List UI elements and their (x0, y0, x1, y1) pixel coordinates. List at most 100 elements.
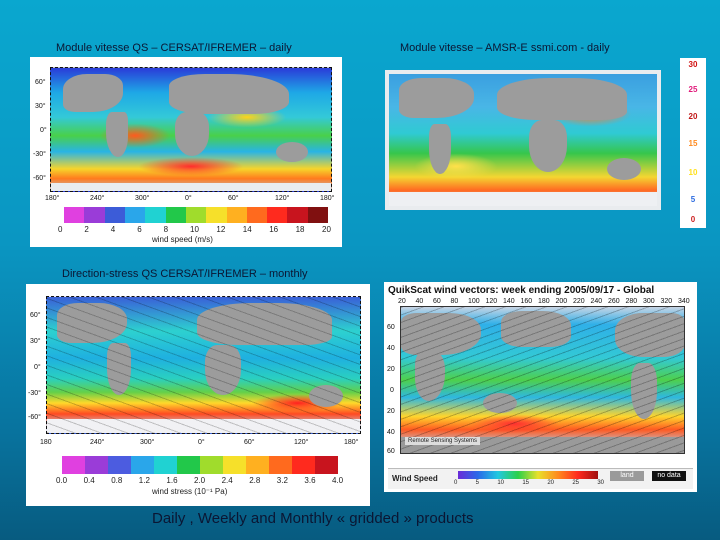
qs-colorbar-swatch (206, 207, 227, 223)
weekly-lon-tick: 160 (520, 298, 533, 305)
qs-colorbar-tick: 10 (190, 225, 199, 234)
wind-vectors (401, 307, 684, 453)
stress-colorbar-swatch (315, 456, 338, 474)
stress-colorbar-swatch (108, 456, 131, 474)
stress-lon-tick: 120° (294, 439, 309, 446)
amsr-speed-scale: 30 25 20 15 10 5 0 (680, 58, 706, 228)
weekly-lat-tick: 40 (387, 345, 395, 352)
qs-colorbar-tick: 0 (58, 225, 63, 234)
qs-colorbar-swatch (226, 207, 247, 223)
qs-lon-tick: 180° (320, 195, 335, 202)
caption-qs-daily: Module vitesse QS – CERSAT/IFREMER – dai… (56, 42, 292, 54)
weekly-lat-tick: 0 (390, 387, 394, 394)
weekly-lon-tick: 240 (590, 298, 603, 305)
amsr-scale-value: 20 (688, 112, 698, 121)
qs-colorbar-swatch (267, 207, 288, 223)
stress-vectors (47, 297, 360, 433)
weekly-lon-tick: 80 (450, 298, 459, 305)
weekly-colorbar (458, 471, 598, 479)
weekly-lon-tick: 220 (573, 298, 585, 305)
weekly-legend-tick: 5 (475, 480, 479, 486)
amsr-scale-value: 30 (688, 60, 698, 69)
stress-colorbar-tick: 0.4 (83, 476, 95, 485)
weekly-legend-tick: 30 (597, 480, 604, 486)
weekly-lon-tick: 140 (503, 298, 515, 305)
qs-colorbar-swatch (185, 207, 207, 223)
stress-lon-tick: 240° (90, 439, 105, 446)
qs-daily-map (50, 67, 332, 192)
qs-colorbar (64, 207, 329, 223)
stress-colorbar-swatch (246, 456, 269, 474)
stress-colorbar-swatch (177, 456, 200, 474)
qs-colorbar-tick: 18 (295, 225, 305, 234)
stress-monthly-panel: 60° 30° 0° -30° -60° 180 240° 300° 0° 60… (26, 284, 370, 506)
qs-lon-tick: 60° (228, 195, 239, 202)
weekly-lat-tick: 60 (387, 324, 395, 331)
qs-colorbar-swatch (124, 207, 146, 223)
caption-amsr-daily: Module vitesse – AMSR-E ssmi.com - daily (400, 42, 610, 54)
stress-colorbar-swatch (62, 456, 85, 474)
amsr-scale-value: 0 (690, 215, 696, 224)
qs-colorbar-label: wind speed (m/s) (152, 235, 213, 244)
stress-lon-tick: 0° (198, 439, 205, 446)
amsr-daily-panel (385, 70, 661, 210)
stress-colorbar-tick: 3.6 (304, 476, 316, 485)
weekly-legend-tick: 10 (497, 480, 504, 486)
stress-colorbar-tick: 4.0 (332, 476, 344, 485)
bottom-caption: Daily , Weekly and Monthly « gridded » p… (152, 510, 474, 527)
amsr-scale-value: 5 (690, 195, 696, 204)
stress-lat-tick: -30° (28, 390, 41, 397)
amsr-scale-value: 25 (688, 85, 698, 94)
weekly-lat-tick: 20 (387, 366, 395, 373)
qs-colorbar-swatch (307, 207, 329, 223)
qs-colorbar-swatch (104, 207, 125, 223)
land-swatch: land (610, 471, 644, 481)
weekly-credit: Remote Sensing Systems (405, 437, 481, 445)
weekly-title: QuikScat wind vectors: week ending 2005/… (388, 285, 655, 296)
stress-colorbar-label: wind stress (10⁻¹ Pa) (152, 487, 228, 496)
nodata-swatch: no data (652, 471, 686, 481)
qs-lat-tick: 60° (35, 79, 46, 86)
stress-lat-tick: 0° (34, 364, 41, 371)
weekly-legend-tick: 20 (547, 480, 554, 486)
qs-colorbar-swatch (165, 207, 186, 223)
weekly-legend-label: Wind Speed (392, 474, 438, 483)
weekly-lon-tick: 40 (415, 298, 424, 305)
stress-lat-tick: 60° (30, 312, 41, 319)
qs-colorbar-tick: 16 (269, 225, 279, 234)
weekly-lon-tick: 120 (485, 298, 498, 305)
weekly-legend-tick: 0 (454, 480, 458, 486)
stress-colorbar-tick: 2.0 (194, 476, 206, 485)
stress-colorbar-swatch (269, 456, 292, 474)
weekly-panel: QuikScat wind vectors: week ending 2005/… (384, 282, 697, 492)
weekly-legend-tick: 25 (572, 480, 579, 486)
weekly-lon-tick: 280 (625, 298, 638, 305)
qs-lon-tick: 240° (90, 195, 105, 202)
qs-colorbar-tick: 14 (242, 225, 252, 234)
stress-colorbar-swatch (200, 456, 223, 474)
weekly-lat-tick: 40 (387, 429, 395, 436)
stress-lon-tick: 180° (344, 439, 359, 446)
qs-colorbar-swatch (145, 207, 166, 223)
qs-colorbar-tick: 8 (163, 225, 169, 234)
weekly-lon-tick: 180 (538, 298, 550, 305)
stress-lat-tick: 30° (30, 338, 41, 345)
stress-colorbar-swatch (223, 456, 246, 474)
stress-colorbar-swatch (292, 456, 315, 474)
weekly-lon-tick: 340 (678, 298, 690, 305)
weekly-legend-ticks: 0 5 10 15 20 25 30 (454, 480, 604, 486)
qs-lon-tick: 0° (185, 195, 192, 202)
qs-colorbar-tick: 20 (322, 225, 331, 234)
weekly-lon-tick: 20 (398, 298, 406, 305)
stress-lat-tick: -60° (28, 414, 41, 421)
qs-lat-tick: 0° (40, 127, 47, 134)
stress-colorbar-tick: 2.8 (249, 476, 261, 485)
weekly-legend-tick: 15 (522, 480, 529, 486)
stress-colorbar-tick: 1.6 (166, 476, 178, 485)
stress-colorbar-swatch (85, 456, 108, 474)
weekly-lon-tick: 200 (555, 298, 568, 305)
qs-colorbar-swatch (64, 207, 85, 223)
stress-colorbar-swatch (154, 456, 177, 474)
weekly-lon-tick: 320 (660, 298, 673, 305)
weekly-map: Remote Sensing Systems (400, 306, 685, 454)
